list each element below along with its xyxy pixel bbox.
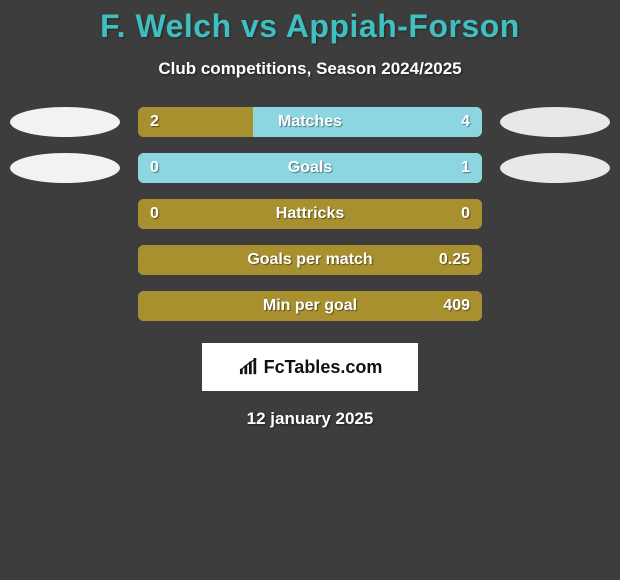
stat-value-player1: 2 [150, 113, 159, 131]
stat-value-player1: 0 [150, 159, 159, 177]
stat-bar: Hattricks 0 0 [138, 199, 482, 229]
stat-bar: Matches 2 4 [138, 107, 482, 137]
player1-marker [10, 153, 120, 183]
stat-value-player2: 409 [443, 297, 470, 315]
page-title: F. Welch vs Appiah-Forson [0, 8, 620, 45]
player2-marker [500, 153, 610, 183]
stat-label: Matches [278, 113, 342, 131]
stat-bar: Goals per match 0.25 [138, 245, 482, 275]
stat-label: Goals [288, 159, 332, 177]
stat-row: Min per goal 409 [0, 291, 620, 321]
stat-label: Min per goal [263, 297, 357, 315]
stat-bar: Min per goal 409 [138, 291, 482, 321]
stat-bar: Goals 0 1 [138, 153, 482, 183]
stat-row: Matches 2 4 [0, 107, 620, 137]
subtitle: Club competitions, Season 2024/2025 [0, 59, 620, 79]
stat-value-player2: 0.25 [439, 251, 470, 269]
stat-label: Hattricks [276, 205, 344, 223]
stat-label: Goals per match [247, 251, 372, 269]
stat-row: Goals per match 0.25 [0, 245, 620, 275]
logo-text: FcTables.com [264, 357, 383, 378]
comparison-infographic: F. Welch vs Appiah-Forson Club competiti… [0, 0, 620, 429]
date-label: 12 january 2025 [0, 409, 620, 429]
source-logo: FcTables.com [202, 343, 418, 391]
stat-value-player2: 0 [461, 205, 470, 223]
stat-value-player2: 1 [461, 159, 470, 177]
stats-list: Matches 2 4 Goals 0 1 Hattricks 0 0 Goals per mat… [0, 107, 620, 321]
chart-icon [238, 358, 260, 376]
stat-value-player1: 0 [150, 205, 159, 223]
player2-marker [500, 107, 610, 137]
stat-value-player2: 4 [461, 113, 470, 131]
stat-row: Goals 0 1 [0, 153, 620, 183]
stat-row: Hattricks 0 0 [0, 199, 620, 229]
player1-marker [10, 107, 120, 137]
